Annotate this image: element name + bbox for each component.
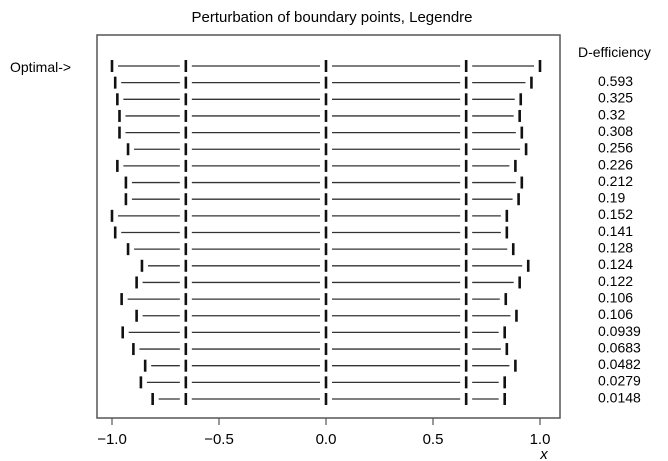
efficiency-header: D-efficiency: [578, 44, 651, 60]
design-row: [139, 376, 506, 389]
efficiency-value: 0.141: [598, 223, 633, 239]
efficiency-value: 0.152: [598, 206, 633, 222]
design-row: [132, 343, 509, 356]
efficiency-value: 0.0482: [598, 356, 641, 372]
x-tick-label: 0.5: [423, 431, 444, 448]
efficiency-value: 0.0683: [598, 339, 641, 355]
efficiency-value: 0.593: [598, 73, 633, 89]
design-row: [120, 293, 508, 306]
efficiency-value: 0.308: [598, 123, 633, 139]
design-row: [116, 159, 517, 172]
efficiency-value: 0.325: [598, 90, 633, 106]
x-axis-label: x: [539, 446, 548, 461]
efficiency-value: 0.32: [598, 106, 625, 122]
plot-rows: [110, 60, 542, 405]
design-row: [140, 259, 530, 272]
design-row: [121, 326, 506, 339]
efficiency-value: 0.212: [598, 173, 633, 189]
efficiency-value: 0.124: [598, 256, 633, 272]
design-row: [151, 393, 506, 405]
design-row: [126, 243, 515, 256]
design-row: [113, 226, 509, 239]
x-tick-label: 0.0: [316, 431, 337, 448]
x-tick-label: 1.0: [530, 431, 551, 448]
design-row: [124, 176, 524, 189]
x-axis: −1.0 −0.5 0.0 0.5 1.0: [97, 418, 550, 448]
design-row: [143, 359, 517, 372]
design-row: [135, 276, 521, 289]
efficiency-value: 0.122: [598, 273, 633, 289]
design-row: [118, 126, 524, 139]
design-row: [126, 143, 528, 156]
efficiency-value: 0.0148: [598, 389, 641, 405]
design-row: [124, 193, 520, 206]
plot-frame: [96, 34, 561, 419]
x-tick-label: −0.5: [204, 431, 234, 448]
x-tick-label: −1.0: [97, 431, 127, 448]
efficiency-value: 0.19: [598, 190, 625, 206]
efficiency-value: 0.0279: [598, 373, 641, 389]
design-row: [135, 309, 518, 322]
efficiency-value: 0.128: [598, 240, 633, 256]
chart-title: Perturbation of boundary points, Legendr…: [191, 9, 472, 26]
efficiency-value: 0.226: [598, 156, 633, 172]
efficiency-value: 0.0939: [598, 323, 641, 339]
design-row: [110, 209, 509, 222]
efficiency-value: 0.256: [598, 140, 633, 156]
efficiency-value: 0.106: [598, 306, 633, 322]
efficiency-list: 0.5930.3250.320.3080.2560.2260.2120.190.…: [598, 73, 641, 405]
optimal-label: Optimal->: [10, 59, 71, 75]
design-row: [116, 93, 523, 106]
design-row: [118, 109, 521, 122]
efficiency-value: 0.106: [598, 289, 633, 305]
design-row: [113, 76, 533, 89]
design-row: [110, 60, 542, 72]
